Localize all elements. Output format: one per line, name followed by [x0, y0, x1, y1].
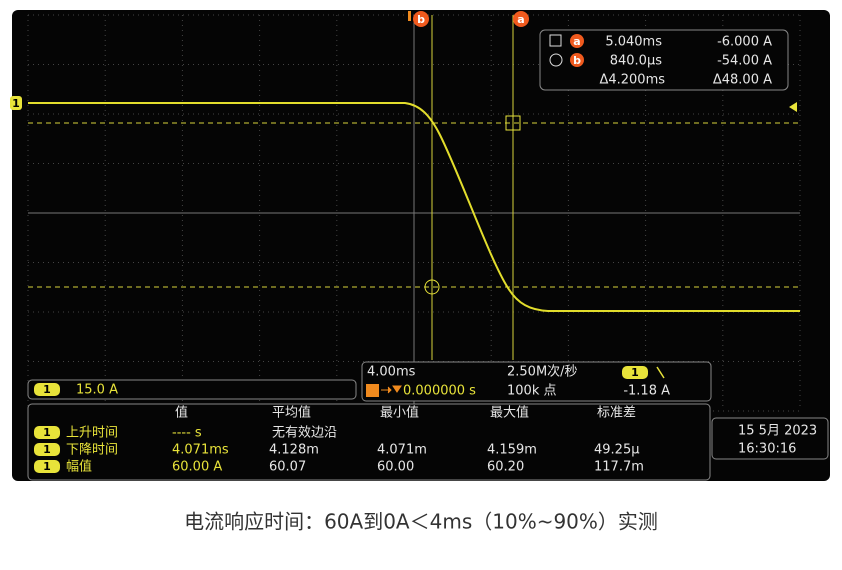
- table-cell: 60.20: [487, 460, 524, 475]
- cursor-a-time: 5.040ms: [605, 35, 662, 50]
- cursor-a-value: -6.000 A: [717, 35, 772, 50]
- table-cell: 4.071ms: [172, 443, 229, 458]
- table-cell: ---- s: [172, 426, 202, 441]
- waveform: [28, 102, 800, 312]
- sample-rate: 2.50M次/秒: [507, 364, 578, 380]
- cursor-tag: b: [417, 13, 425, 26]
- icon-circle: [549, 53, 563, 67]
- delta-time: Δ4.200ms: [599, 73, 665, 88]
- cursor-a-marker: [505, 115, 521, 131]
- table-header: 标准差: [597, 406, 636, 421]
- trigger-channel-icon: [622, 366, 648, 379]
- channel-icon: [34, 443, 60, 456]
- cursor-b-tag: [413, 11, 429, 27]
- icon-square: [549, 34, 562, 47]
- row-channel: 1: [43, 460, 51, 473]
- channel-icon: [34, 426, 60, 439]
- time-per-div: 4.00ms: [367, 365, 416, 380]
- date: 15 5月 2023: [738, 424, 817, 439]
- trigger-level: -1.18 A: [623, 384, 670, 399]
- table-cell: 60.00: [377, 460, 414, 475]
- channel-marker-label: 1: [12, 97, 20, 110]
- table-cell: 60.07: [269, 460, 306, 475]
- table-header: 最大值: [490, 405, 529, 421]
- channel-label: 1: [43, 383, 51, 396]
- cursor-b-value: -54.00 A: [717, 54, 772, 69]
- trigger-icon: [366, 384, 379, 397]
- trigger-arrow: [381, 385, 402, 394]
- trigger-position: 0.000000 s: [403, 384, 476, 399]
- table-cell: 4.128m: [269, 443, 319, 458]
- table-header: 平均值: [272, 405, 311, 421]
- measurement-table: [27, 403, 711, 481]
- channel-icon: [34, 383, 60, 396]
- table-cell: 117.7m: [594, 460, 644, 475]
- cursor-b-marker: [424, 279, 440, 295]
- channel-scale: 15.0 A: [76, 383, 118, 398]
- trigger-slope: [656, 366, 665, 379]
- cursor-b-time: 840.0µs: [610, 54, 662, 69]
- row-channel: 1: [43, 443, 51, 456]
- channel-scale-box: [27, 379, 357, 400]
- table-cell: 4.159m: [487, 443, 537, 458]
- tag-a: [570, 34, 584, 48]
- trigger-channel: 1: [631, 366, 639, 379]
- row-name: 下降时间: [66, 443, 118, 458]
- channel-icon: [34, 460, 60, 473]
- table-cell: 4.071m: [377, 443, 427, 458]
- record-length: 100k 点: [507, 384, 556, 399]
- table-cell: 无有效边沿: [272, 426, 337, 441]
- tag-b: [570, 53, 584, 67]
- trigger-level-marker: [789, 102, 797, 112]
- time: 16:30:16: [738, 442, 796, 457]
- table-cell: 49.25µ: [594, 443, 640, 458]
- table-cell: 60.00 A: [172, 460, 222, 475]
- cursor-readout: [539, 29, 789, 91]
- row-channel: 1: [43, 426, 51, 439]
- cursor-tag: a: [517, 13, 524, 26]
- row-name: 幅值: [66, 459, 92, 475]
- table-header: 值: [175, 405, 188, 421]
- tag-letter: a: [573, 35, 580, 48]
- tag-letter: b: [573, 54, 581, 67]
- trigger-position: [408, 11, 411, 21]
- delta-value: Δ48.00 A: [713, 73, 772, 88]
- cursor-a-tag: [513, 11, 529, 27]
- channel-marker: [10, 96, 22, 110]
- caption: 电流响应时间：60A到0A＜4ms（10%~90%）实测: [184, 510, 658, 534]
- table-header: 最小值: [380, 405, 419, 421]
- datetime-box: [711, 417, 829, 460]
- row-name: 上升时间: [66, 426, 118, 441]
